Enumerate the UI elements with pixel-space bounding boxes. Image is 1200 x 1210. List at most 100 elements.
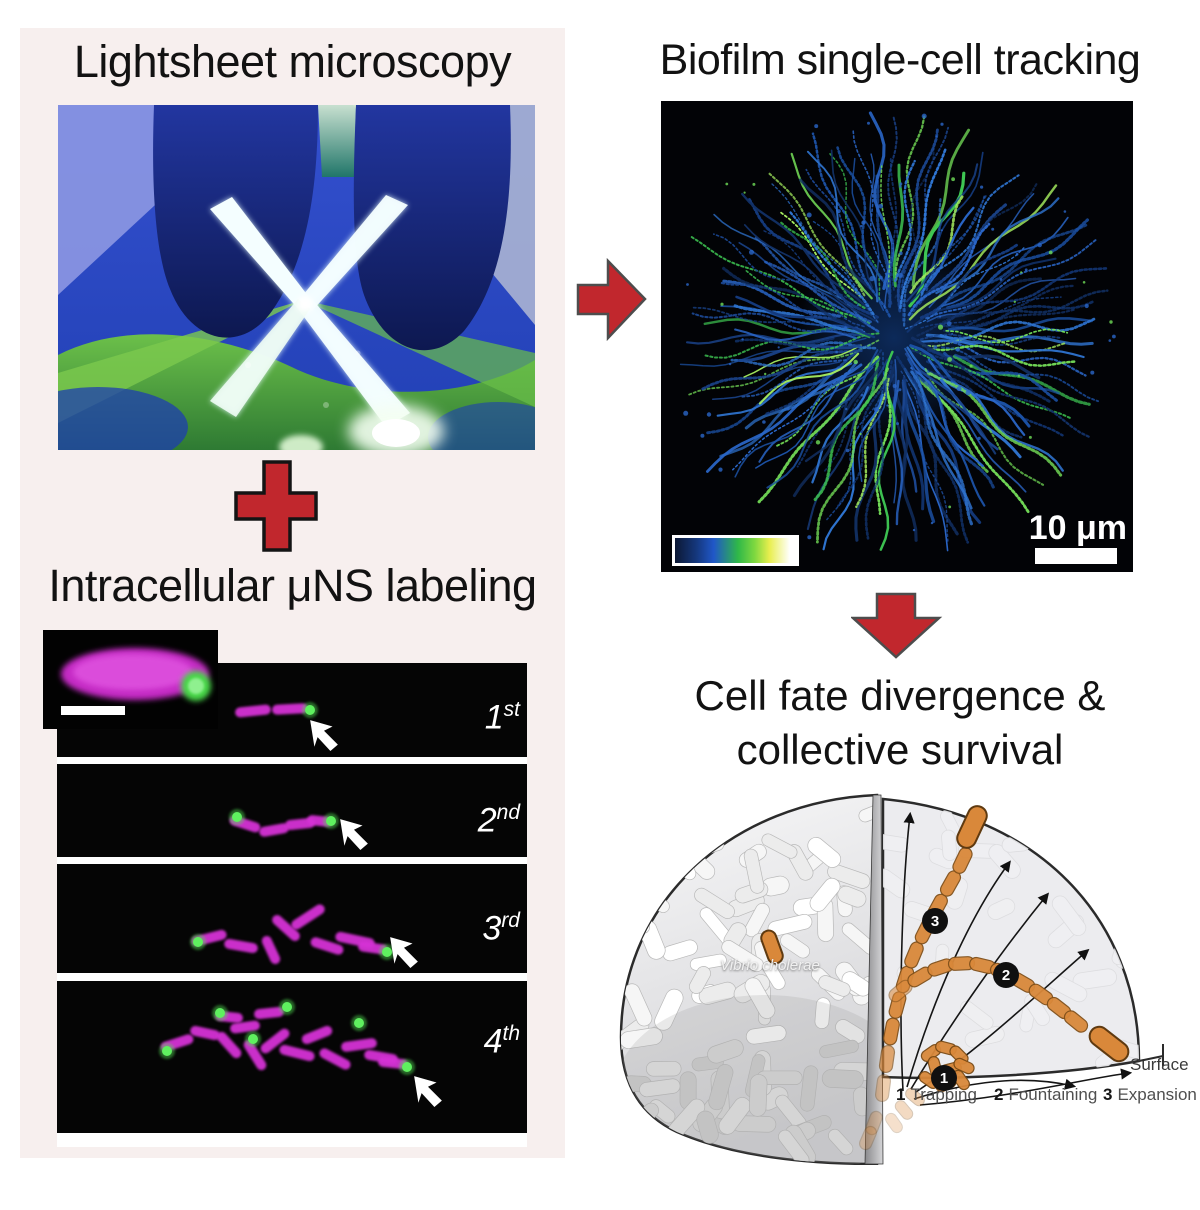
lightsheet-photo	[58, 105, 535, 450]
art-glyph	[925, 195, 986, 292]
plus-icon-art	[234, 460, 318, 552]
art-glyph	[899, 185, 902, 188]
art-glyph	[905, 1087, 925, 1107]
art-glyph	[780, 211, 866, 302]
marker-3: 3	[922, 908, 948, 934]
art-glyph	[260, 1028, 290, 1054]
art-glyph	[908, 184, 1058, 321]
art-glyph	[922, 334, 1068, 353]
art-glyph	[301, 1025, 333, 1045]
art-glyph	[806, 150, 879, 303]
art-glyph	[621, 833, 643, 859]
art-glyph	[856, 304, 859, 307]
art-glyph	[827, 863, 871, 889]
art-glyph	[955, 347, 961, 352]
art-glyph	[713, 213, 854, 306]
art-glyph	[909, 277, 913, 281]
art-glyph	[718, 281, 837, 320]
art-glyph	[913, 373, 989, 474]
division-frames: 1st 2nd 3rd 4th	[57, 663, 527, 1147]
art-glyph	[259, 823, 289, 837]
art-glyph	[868, 111, 895, 291]
art-glyph	[865, 1110, 883, 1136]
art-glyph	[879, 275, 883, 280]
art-glyph	[654, 988, 684, 1031]
division-frame-3: 3rd	[57, 864, 527, 973]
pointer-arrow-icon	[310, 720, 338, 751]
frame-label-1: 1st	[484, 698, 520, 737]
art-glyph	[699, 349, 863, 392]
art-glyph	[1088, 879, 1107, 911]
art-glyph	[807, 535, 812, 540]
single-cell-inset	[43, 630, 218, 729]
art-glyph	[830, 149, 874, 289]
art-glyph	[1090, 370, 1095, 375]
art-glyph	[798, 178, 875, 293]
art-glyph	[874, 1073, 892, 1103]
scale-bar	[1035, 548, 1117, 564]
art-glyph	[857, 372, 888, 483]
art-glyph	[752, 182, 756, 186]
art-glyph	[1024, 268, 1028, 272]
art-glyph	[807, 837, 842, 868]
art-glyph	[272, 703, 308, 715]
art-glyph	[952, 354, 1091, 406]
art-glyph	[853, 359, 858, 365]
art-glyph	[911, 369, 982, 524]
art-glyph	[1082, 281, 1086, 284]
biofilm-tracking-image: 10 μm	[661, 101, 1133, 572]
pointer-arrow-icon	[414, 1076, 442, 1107]
art-glyph	[904, 247, 1025, 330]
art-glyph	[946, 289, 1109, 334]
art-glyph	[887, 115, 899, 305]
art-glyph	[928, 193, 1035, 309]
pointer-arrow-icon	[340, 819, 368, 850]
art-glyph	[749, 249, 754, 255]
art-glyph	[813, 357, 880, 502]
art-glyph	[700, 433, 705, 438]
art-glyph	[691, 306, 857, 337]
art-glyph	[694, 887, 735, 919]
art-glyph	[896, 422, 899, 426]
art-glyph	[845, 407, 848, 411]
art-glyph	[215, 1008, 225, 1018]
art-glyph	[935, 135, 938, 138]
art-glyph	[1028, 435, 1032, 439]
art-glyph	[216, 1031, 242, 1059]
art-glyph	[1051, 895, 1087, 937]
art-glyph	[835, 350, 838, 354]
art-glyph	[688, 803, 705, 846]
art-glyph	[883, 833, 910, 853]
art-glyph	[621, 1122, 637, 1156]
art-glyph	[930, 521, 934, 525]
art-glyph	[282, 1002, 292, 1012]
art-glyph	[941, 829, 958, 861]
art-glyph	[917, 202, 1009, 305]
art-glyph	[689, 953, 727, 971]
art-glyph	[829, 152, 881, 301]
art-glyph	[911, 128, 971, 287]
art-glyph	[926, 360, 1064, 437]
art-glyph	[809, 877, 841, 912]
art-glyph	[925, 238, 1097, 320]
art-glyph	[671, 842, 697, 881]
art-glyph	[687, 339, 880, 396]
art-glyph	[734, 328, 858, 342]
art-glyph	[886, 404, 889, 407]
art-glyph	[799, 1065, 819, 1112]
art-glyph	[951, 177, 955, 182]
art-glyph	[928, 372, 1063, 477]
lightsheet-title: Lightsheet microscopy	[73, 36, 512, 87]
art-glyph	[248, 1034, 258, 1044]
art-glyph	[861, 220, 866, 225]
art-glyph	[821, 1069, 864, 1089]
marker-1: 1	[931, 1065, 957, 1091]
art-glyph	[758, 352, 860, 405]
art-glyph	[708, 1064, 734, 1111]
inset-scale-bar	[61, 706, 125, 715]
art-glyph	[647, 1138, 683, 1164]
art-glyph	[859, 1125, 877, 1151]
art-glyph	[732, 336, 835, 347]
art-glyph	[977, 436, 981, 440]
